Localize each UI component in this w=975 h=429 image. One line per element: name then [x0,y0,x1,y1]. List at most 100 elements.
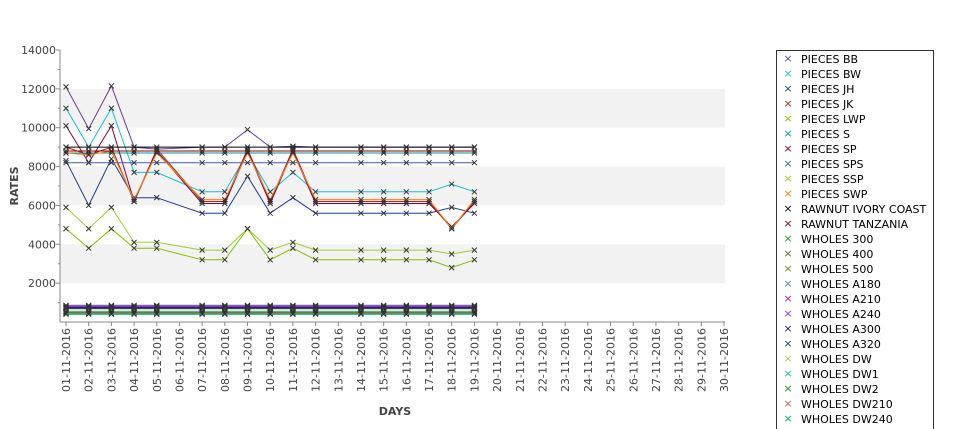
data-point [108,105,115,112]
y-tick-label: 2000 [28,277,56,290]
legend-marker-icon: × [783,82,793,95]
data-point [267,210,274,217]
data-point [403,311,410,318]
x-tick-label: 22-11-2016 [536,328,549,392]
data-point [380,311,387,318]
y-tick-label: 14000 [21,44,56,57]
data-point [358,148,364,154]
legend-label: WHOLES A210 [801,293,881,306]
data-point [358,311,364,318]
data-point [199,159,205,166]
legend-marker-icon: × [783,52,793,65]
data-point [63,105,69,112]
legend-marker-icon: × [783,397,793,410]
data-point [153,311,160,318]
legend-marker-icon: × [783,337,793,350]
data-point [153,169,160,176]
legend-marker-icon: × [783,322,793,335]
legend-item: × WHOLES DW1 [777,367,933,382]
legend-marker-icon: × [783,232,793,245]
legend-marker-icon: × [783,97,793,110]
legend-item: × PIECES BB [777,52,933,67]
data-point [426,247,432,253]
data-point [244,159,251,166]
data-point [153,194,160,201]
data-point [448,311,455,318]
legend-label: PIECES JK [801,98,854,111]
data-point [244,126,251,133]
legend-marker-icon: × [783,187,793,200]
x-axis-label: DAYS [379,405,412,418]
data-point [448,310,455,317]
data-point [312,311,319,318]
series-wholes-dw240 [63,311,478,318]
data-point [403,188,410,195]
data-point [448,225,455,232]
data-point [221,247,228,253]
data-point [131,311,137,318]
data-point [267,188,274,195]
x-tick-label: 29-11-2016 [695,328,708,392]
data-point [131,310,137,317]
data-point [244,225,251,232]
data-point [221,210,228,217]
data-point [426,159,432,166]
legend-label: WHOLES 500 [801,263,874,276]
data-point [85,310,92,317]
legend-item: × RAWNUT IVORY COAST [777,202,933,217]
legend-item: × PIECES JH [777,82,933,97]
legend-item: × PIECES SPS [777,157,933,172]
data-point [108,122,115,129]
data-point [290,310,296,317]
x-tick-label: 16-11-2016 [400,328,413,392]
legend-item: × RAWNUT TANZANIA [777,217,933,232]
x-tick-label: 05-11-2016 [151,328,164,392]
legend-label: PIECES BB [801,53,859,66]
series-wholes-a320 [63,305,478,312]
x-tick-label: 06-11-2016 [173,328,186,392]
data-point [426,148,432,154]
x-tick-label: 10-11-2016 [264,328,277,392]
data-point [403,310,410,317]
y-tick-label: 8000 [28,161,56,174]
legend-item: × PIECES SWP [777,187,933,202]
x-axis: 01-11-2016 02-11-2016 03-11-2016 04-11-2016… [60,321,731,392]
data-point [85,202,92,209]
legend-marker-icon: × [783,202,793,215]
grid-band [60,244,725,284]
x-tick-label: 14-11-2016 [355,328,368,392]
legend-item: × WHOLES A180 [777,277,933,292]
legend-item: × WHOLES DW2 [777,382,933,397]
data-point [131,196,137,203]
legend-item: × WHOLES A300 [777,322,933,337]
data-point [267,256,274,263]
legend-item: × PIECES BW [777,67,933,82]
legend-item: × WHOLES A320 [777,337,933,352]
legend-item: × WHOLES DW210 [777,397,933,412]
data-point [153,310,160,317]
data-point [108,204,115,211]
data-point [267,196,274,203]
data-point [108,310,115,317]
data-point [221,256,228,263]
legend-label: PIECES SWP [801,188,868,201]
legend-label: WHOLES A320 [801,338,881,351]
data-point [471,148,478,154]
data-point [153,245,160,252]
grid-bands [60,88,725,284]
y-tick-label: 12000 [21,83,56,96]
data-point [221,188,228,195]
data-point [358,188,364,195]
legend-marker-icon: × [783,172,793,185]
legend-item: × PIECES JK [777,97,933,112]
legend-item: × PIECES SP [777,142,933,157]
data-point [290,311,296,318]
data-point [244,310,251,317]
data-point [221,196,228,203]
x-tick-label: 20-11-2016 [491,328,504,392]
data-point [63,204,69,211]
data-point [380,256,387,263]
data-point [108,225,115,232]
legend-label: PIECES JH [801,83,855,96]
data-point [199,188,205,195]
